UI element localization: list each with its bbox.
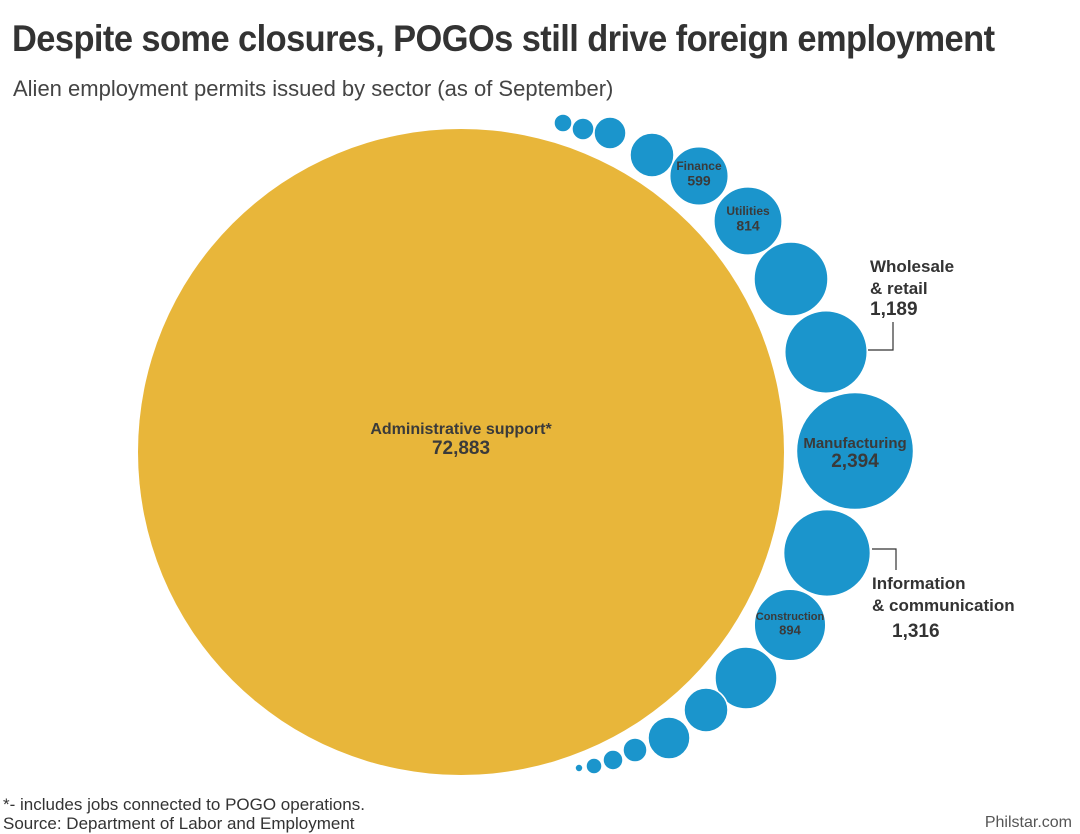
- value-label: 72,883: [432, 438, 490, 459]
- bubble-label: Construction: [756, 611, 825, 623]
- bubble: [714, 646, 778, 710]
- value-label: 1,316: [892, 621, 940, 642]
- bubble: [138, 129, 784, 775]
- value-label: 894: [779, 622, 801, 637]
- bubble-label: Finance: [676, 159, 722, 173]
- bubble: [668, 145, 730, 207]
- bubble: [753, 588, 827, 662]
- bubble: [593, 116, 627, 150]
- bubble: [647, 716, 691, 760]
- bubble: [602, 749, 624, 771]
- bubble: [713, 186, 783, 256]
- leader-line: [868, 322, 894, 351]
- chart-subtitle: Alien employment permits issued by secto…: [13, 76, 614, 101]
- bubble: [753, 241, 829, 317]
- credit: Philstar.com: [984, 814, 1072, 831]
- bubble: [574, 763, 584, 773]
- bubble: [683, 687, 729, 733]
- bubble-label: Wholesale & retail: [870, 257, 955, 298]
- chart-title: Despite some closures, POGOs still drive…: [12, 18, 995, 59]
- bubble: [782, 508, 872, 598]
- source: Source: Department of Labor and Employme…: [3, 814, 355, 833]
- bubble: [571, 117, 595, 141]
- bubble: [585, 757, 603, 775]
- value-label: 1,189: [870, 299, 918, 320]
- bubble-label: Administrative support*: [370, 421, 552, 438]
- value-label: 814: [736, 218, 760, 234]
- bubble: [622, 737, 648, 763]
- footnote: *- includes jobs connected to POGO opera…: [3, 795, 365, 814]
- bubble: [795, 391, 915, 511]
- value-label: 2,394: [831, 451, 879, 472]
- bubble-label: Information & communication: [872, 574, 1015, 615]
- bubble: [629, 132, 675, 178]
- bubble: [783, 309, 869, 395]
- bubble: [553, 113, 573, 133]
- bubble-label: Manufacturing: [803, 435, 906, 452]
- leader-line: [872, 548, 897, 570]
- value-label: 599: [687, 173, 711, 189]
- bubble-label: Utilities: [726, 204, 770, 218]
